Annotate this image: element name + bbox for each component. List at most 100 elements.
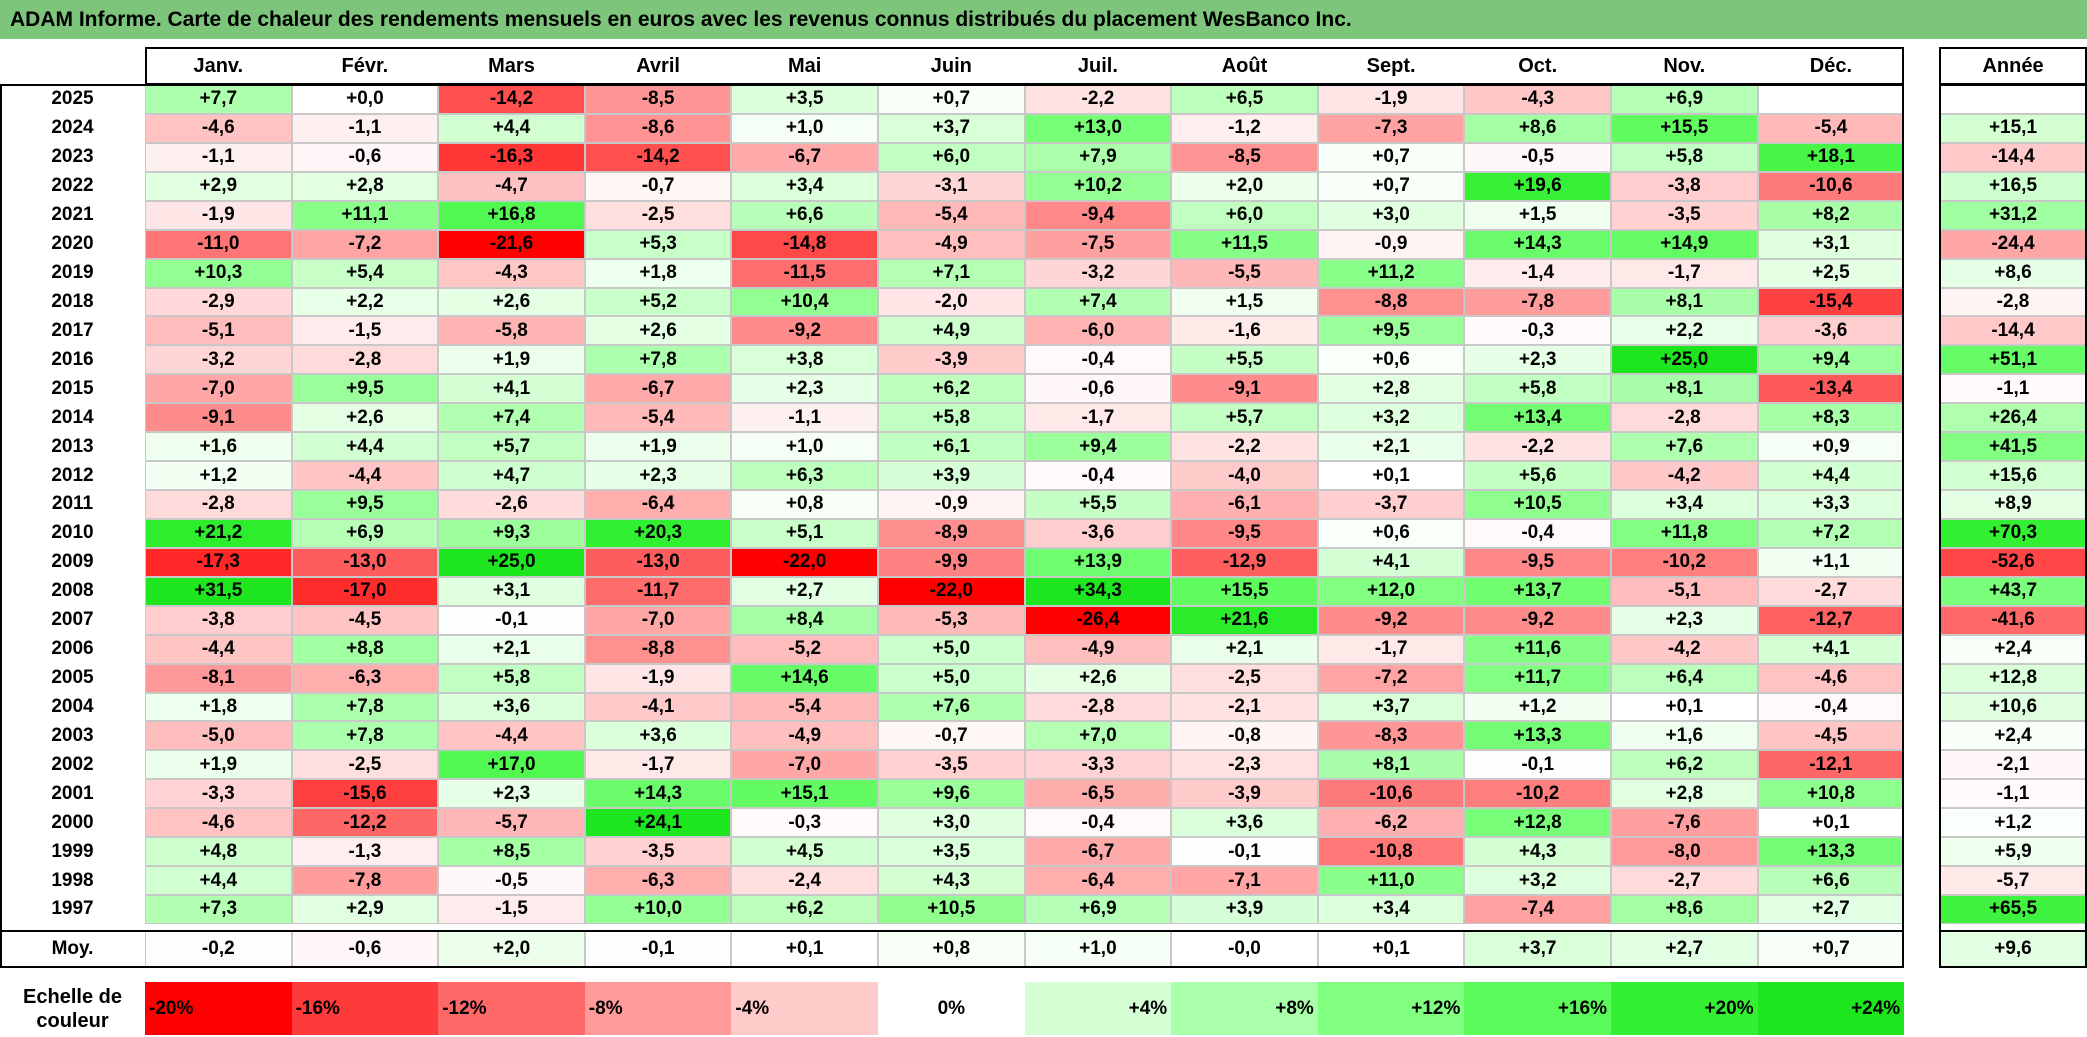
heatmap-cell: +16,8 xyxy=(438,200,585,230)
heatmap-cell: -3,1 xyxy=(878,171,1025,201)
heatmap-cell: -4,2 xyxy=(1611,461,1758,490)
heatmap-cell: -10,2 xyxy=(1611,547,1758,577)
heatmap-cell: -5,3 xyxy=(878,605,1025,635)
heatmap-cell: -6,7 xyxy=(1024,837,1172,867)
heatmap-cell: +11,8 xyxy=(1611,518,1758,548)
annual-header: Année xyxy=(1982,54,2044,77)
heatmap-cell: +7,1 xyxy=(878,258,1025,288)
heatmap-cell: +8,4 xyxy=(731,605,878,635)
heatmap-cell: -4,9 xyxy=(731,721,878,751)
annual-average-cell: +9,6 xyxy=(1939,931,2087,967)
heatmap-cell: +14,3 xyxy=(584,779,732,809)
heatmap-cell: +5,4 xyxy=(291,258,439,288)
heatmap-cell: +1,0 xyxy=(731,113,878,143)
heatmap-cell: +1,6 xyxy=(1611,721,1758,751)
heatmap-cell: +2,2 xyxy=(1611,316,1758,346)
heatmap-cell: +2,8 xyxy=(1317,374,1465,404)
heatmap-cell: +14,3 xyxy=(1464,229,1611,259)
annual-cell: +8,6 xyxy=(1939,258,2087,288)
heatmap-cell: +5,1 xyxy=(731,518,878,548)
heatmap-cell: +7,4 xyxy=(1024,287,1172,317)
color-scale-stop: +4% xyxy=(1024,982,1172,1035)
heatmap-cell: -0,4 xyxy=(1757,692,1905,722)
heatmap-cell: +13,3 xyxy=(1757,837,1905,867)
heatmap-cell: -2,2 xyxy=(1024,85,1172,114)
heatmap-cell: +5,8 xyxy=(878,403,1025,433)
heatmap-cell: -0,3 xyxy=(1464,316,1611,346)
heatmap-cell: -17,3 xyxy=(145,547,292,577)
heatmap-cell: +3,4 xyxy=(1317,895,1465,924)
heatmap-cell: -9,1 xyxy=(1171,374,1318,404)
heatmap-cell: +6,4 xyxy=(1611,663,1758,693)
color-scale-stop: -8% xyxy=(584,982,732,1035)
heatmap-cell: -2,8 xyxy=(1024,692,1172,722)
heatmap-cell: +6,5 xyxy=(1171,85,1318,114)
annual-cell: +2,4 xyxy=(1939,634,2087,664)
heatmap-cell: +7,4 xyxy=(438,403,585,433)
heatmap-cell: -1,2 xyxy=(1171,113,1318,143)
heatmap-cell: +2,3 xyxy=(584,461,732,490)
heatmap-cell: +2,6 xyxy=(291,403,439,433)
heatmap-cell: -0,4 xyxy=(1024,808,1172,838)
heatmap-cell: +11,1 xyxy=(291,200,439,230)
annual-cell: +65,5 xyxy=(1939,895,2087,924)
heatmap-cell: +6,9 xyxy=(1611,85,1758,114)
heatmap-cell: +4,5 xyxy=(731,837,878,867)
heatmap-cell: +4,9 xyxy=(878,316,1025,346)
heatmap-cell: +8,6 xyxy=(1611,895,1758,924)
heatmap-cell: +5,8 xyxy=(438,663,585,693)
heatmap-cell: +9,4 xyxy=(1024,432,1172,462)
heatmap-cell: -12,2 xyxy=(291,808,439,838)
heatmap-cell: +5,8 xyxy=(1464,374,1611,404)
heatmap-cell: -7,8 xyxy=(291,866,439,896)
heatmap-cell: -1,5 xyxy=(291,316,439,346)
heatmap-cell: +9,5 xyxy=(1317,316,1465,346)
heatmap-cell: +4,8 xyxy=(145,837,292,867)
heatmap-cell: -1,1 xyxy=(291,113,439,143)
heatmap-cell: -4,5 xyxy=(291,605,439,635)
year-label: 2009 xyxy=(51,551,94,573)
heatmap-cell: -7,1 xyxy=(1171,866,1318,896)
heatmap-cell: +13,4 xyxy=(1464,403,1611,433)
heatmap-cell: -13,4 xyxy=(1757,374,1905,404)
year-label: 2004 xyxy=(51,695,94,717)
heatmap-cell: +5,3 xyxy=(584,229,732,259)
heatmap-cell: -3,6 xyxy=(1757,316,1905,346)
heatmap-cell: +3,6 xyxy=(438,692,585,722)
heatmap-cell: +1,6 xyxy=(145,432,292,462)
heatmap-cell: -22,0 xyxy=(878,576,1025,606)
heatmap-cell: +3,4 xyxy=(731,171,878,201)
heatmap-cell: +0,9 xyxy=(1757,432,1905,462)
annual-average-separator xyxy=(1939,930,2087,932)
heatmap-cell: -14,2 xyxy=(584,142,732,172)
heatmap-cell: +1,8 xyxy=(145,692,292,722)
heatmap-cell: +10,8 xyxy=(1757,779,1905,809)
heatmap-cell: -4,4 xyxy=(438,721,585,751)
heatmap-cell: +6,2 xyxy=(1611,750,1758,780)
average-cell: -0,6 xyxy=(291,931,439,967)
heatmap-cell: +3,2 xyxy=(1464,866,1611,896)
year-label: 2008 xyxy=(51,580,94,602)
heatmap-cell: -21,6 xyxy=(438,229,585,259)
heatmap-cell: -3,6 xyxy=(1024,518,1172,548)
year-label: 1998 xyxy=(51,869,94,891)
heatmap-cell: +1,9 xyxy=(438,345,585,375)
annual-cell: -14,4 xyxy=(1939,142,2087,172)
heatmap-cell: +6,0 xyxy=(1171,200,1318,230)
heatmap-cell: +3,8 xyxy=(731,345,878,375)
heatmap-cell: -16,3 xyxy=(438,142,585,172)
heatmap-cell: +12,0 xyxy=(1317,576,1465,606)
month-header: Déc. xyxy=(1809,54,1853,77)
heatmap-cell: +4,4 xyxy=(145,866,292,896)
month-header: Nov. xyxy=(1663,54,1706,77)
heatmap-cell: -2,2 xyxy=(1171,432,1318,462)
heatmap-cell: +6,3 xyxy=(731,461,878,490)
average-cell: +0,1 xyxy=(731,931,878,967)
year-label: 2017 xyxy=(51,319,94,341)
heatmap-cell: +4,1 xyxy=(438,374,585,404)
average-cell: -0,0 xyxy=(1171,931,1318,967)
heatmap-cell: +14,9 xyxy=(1611,229,1758,259)
heatmap-cell: -5,1 xyxy=(1611,576,1758,606)
average-cell: +2,0 xyxy=(438,931,585,967)
heatmap-cell: +0,1 xyxy=(1611,692,1758,722)
